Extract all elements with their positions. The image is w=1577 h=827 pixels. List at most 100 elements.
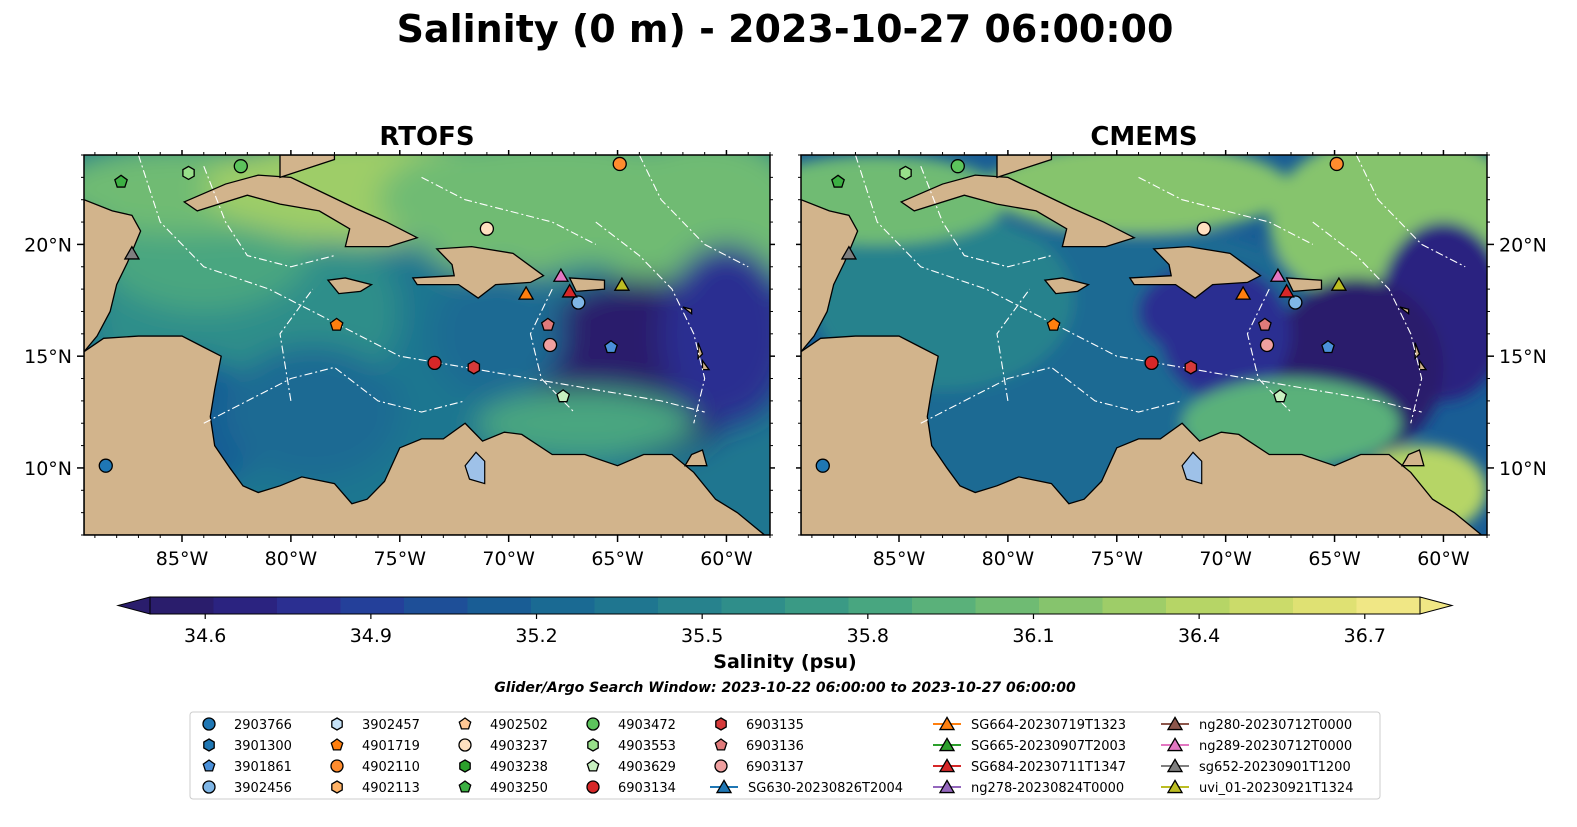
obs-marker-4903553 bbox=[182, 165, 195, 181]
land-polygon bbox=[1285, 277, 1323, 293]
legend-label: 4903553 bbox=[618, 739, 676, 754]
colorbar-tick-label: 35.2 bbox=[515, 625, 557, 647]
colorbar-cell bbox=[1356, 597, 1421, 614]
salinity-patch bbox=[225, 345, 400, 480]
colorbar-cell bbox=[1229, 597, 1294, 614]
colorbar-extend-low bbox=[116, 596, 151, 615]
legend-marker bbox=[586, 759, 600, 772]
legend-marker bbox=[714, 738, 728, 751]
x-tick-label: 75°W bbox=[1091, 548, 1144, 570]
observation-markers-cmems bbox=[815, 156, 1348, 473]
obs-marker-3902456 bbox=[571, 295, 586, 310]
obs-marker-4903472 bbox=[233, 159, 248, 174]
x-tick-label: 65°W bbox=[591, 548, 644, 570]
legend-label: sg652-20230901T1200 bbox=[1199, 760, 1351, 775]
obs-marker-4903237 bbox=[1196, 221, 1212, 236]
legend-item-sg652-20230901T1200: sg652-20230901T1200 bbox=[1161, 758, 1351, 775]
legend-item-4903237: 4903237 bbox=[458, 738, 548, 754]
colorbar-frame bbox=[149, 596, 1421, 615]
land-polygon bbox=[568, 277, 606, 293]
colorbar-cell bbox=[658, 597, 722, 614]
obs-marker-6903135 bbox=[1184, 360, 1198, 375]
lake-maracaibo bbox=[1181, 451, 1203, 485]
x-tick-label: 85°W bbox=[156, 548, 209, 570]
legend-item-6903136: 6903136 bbox=[714, 738, 804, 754]
legend-marker bbox=[331, 780, 343, 794]
obs-marker-uvi_01-20230921T1324 bbox=[613, 276, 631, 291]
land-cmems bbox=[801, 155, 1487, 535]
legend-item-2903766: 2903766 bbox=[202, 717, 292, 733]
legend-item-uvi_01-20230921T1324: uvi_01-20230921T1324 bbox=[1161, 779, 1353, 796]
colorbar-extend-high bbox=[1419, 596, 1454, 615]
obs-marker-4903629 bbox=[556, 389, 571, 403]
colorbar-cell bbox=[785, 597, 849, 614]
legend-marker bbox=[202, 759, 216, 772]
colorbar-ticks: 34.6 34.9 35.2 35.5 35.8 36.1 36.4 36.7 bbox=[184, 614, 1386, 647]
colorbar-tick-label: 34.6 bbox=[184, 625, 226, 647]
legend-label: 4901719 bbox=[362, 739, 420, 754]
land-polygon bbox=[182, 174, 419, 248]
map-frame-cmems bbox=[800, 154, 1488, 536]
colorbar-cell bbox=[912, 597, 976, 614]
legend-item-SG664-20230719T1323: SG664-20230719T1323 bbox=[933, 716, 1126, 733]
legend-marker bbox=[458, 738, 472, 752]
legend-item-3902457: 3902457 bbox=[331, 717, 420, 733]
legend-marker bbox=[330, 759, 344, 773]
obs-marker-6903137 bbox=[1259, 337, 1275, 353]
legend-item-3902456: 3902456 bbox=[202, 780, 292, 796]
x-tick-label: 80°W bbox=[982, 548, 1035, 570]
legend-item-3901861: 3901861 bbox=[202, 759, 292, 775]
legend-marker bbox=[587, 738, 599, 752]
colorbar-cell bbox=[1166, 597, 1230, 614]
obs-marker-2903766 bbox=[815, 458, 830, 473]
legend-item-4903472: 4903472 bbox=[586, 717, 676, 733]
legend-item-SG630-20230826T2004: SG630-20230826T2004 bbox=[710, 779, 903, 796]
legend-label: SG630-20230826T2004 bbox=[748, 781, 903, 796]
land-polygon bbox=[701, 358, 711, 371]
legend-marker bbox=[715, 779, 733, 794]
colorbar-label: Salinity (psu) bbox=[713, 651, 856, 673]
bathymetry-contour bbox=[421, 176, 597, 245]
legend-label: 3901861 bbox=[234, 760, 292, 775]
bathymetry-contour bbox=[203, 165, 335, 268]
obs-marker-3901861 bbox=[604, 339, 618, 354]
legend-label: SG665-20230907T2003 bbox=[971, 739, 1126, 754]
legend-label: 3901300 bbox=[234, 739, 292, 754]
obs-marker-4903237 bbox=[479, 221, 495, 236]
legend-label: SG684-20230711T1347 bbox=[971, 760, 1126, 775]
observation-markers-rtofs bbox=[98, 156, 631, 473]
legend-marker bbox=[202, 780, 216, 794]
obs-marker-ng289-20230712T0000 bbox=[552, 267, 570, 282]
colorbar-cell bbox=[340, 597, 405, 614]
colorbar-cell bbox=[1102, 597, 1167, 614]
obs-marker-4903250 bbox=[831, 174, 845, 188]
legend-item-6903135: 6903135 bbox=[715, 717, 804, 733]
legend-label: SG664-20230719T1323 bbox=[971, 718, 1126, 733]
legend-label: 6903137 bbox=[746, 760, 804, 775]
legend-marker bbox=[203, 738, 215, 752]
legend-marker bbox=[938, 716, 956, 731]
bathymetry-contour bbox=[1138, 176, 1314, 245]
lake-maracaibo bbox=[464, 451, 486, 485]
legend-marker bbox=[1166, 758, 1184, 773]
land-polygon bbox=[411, 245, 545, 299]
legend-item-ng278-20230824T0000: ng278-20230824T0000 bbox=[933, 779, 1124, 796]
legend-label: 4903238 bbox=[490, 760, 548, 775]
x-tick-label: 60°W bbox=[700, 548, 753, 570]
x-tick-label: 70°W bbox=[1199, 548, 1252, 570]
bathymetry-contour bbox=[638, 155, 749, 268]
bathymetry-contour bbox=[996, 288, 1031, 401]
colorbar-cell bbox=[721, 597, 786, 614]
legend-item-4901719: 4901719 bbox=[330, 738, 420, 754]
y-tick-label: 10°N bbox=[1499, 458, 1547, 480]
land-polygon bbox=[84, 335, 770, 535]
legend-marker bbox=[586, 717, 600, 731]
salinity-patch bbox=[432, 266, 564, 401]
legend-item-6903134: 6903134 bbox=[586, 780, 676, 796]
obs-marker-6903136 bbox=[1257, 317, 1272, 331]
obs-marker-ng289-20230712T0000 bbox=[1269, 267, 1287, 282]
land-polygon bbox=[326, 277, 374, 295]
legend-label: 3902457 bbox=[362, 718, 420, 733]
colorbar-cell bbox=[531, 597, 595, 614]
